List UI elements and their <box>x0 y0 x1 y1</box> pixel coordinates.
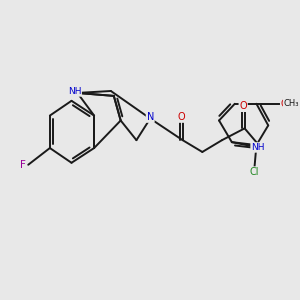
Text: NH: NH <box>251 143 265 152</box>
Text: O: O <box>281 99 288 109</box>
Text: O: O <box>239 101 247 111</box>
Text: N: N <box>146 112 154 122</box>
Text: Cl: Cl <box>250 167 259 177</box>
Text: NH: NH <box>68 87 81 96</box>
Text: F: F <box>20 160 26 170</box>
Text: O: O <box>177 112 185 122</box>
Text: CH₃: CH₃ <box>284 99 299 108</box>
